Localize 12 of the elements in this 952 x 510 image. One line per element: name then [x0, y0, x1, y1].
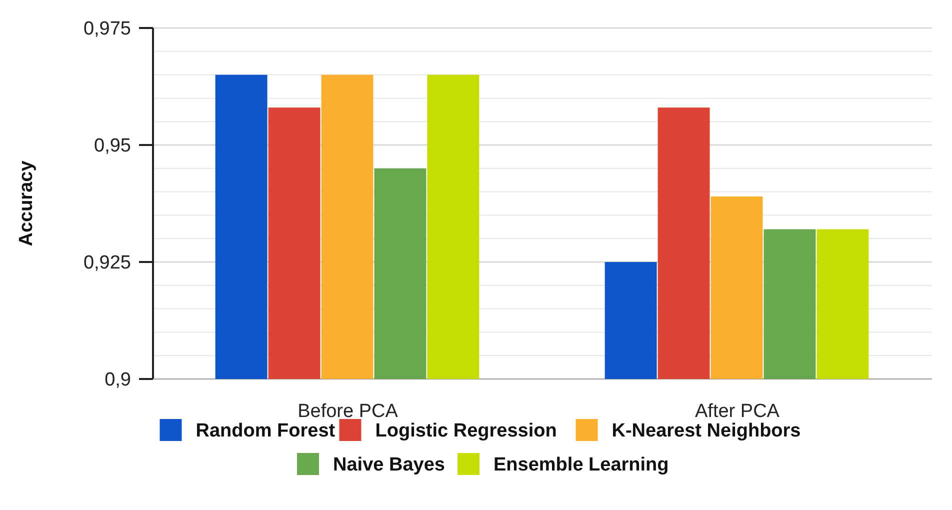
- y-axis-title: Accuracy: [16, 160, 37, 246]
- legend-label: Ensemble Learning: [494, 454, 669, 476]
- legend-label: Logistic Regression: [375, 420, 557, 442]
- y-tick-label: 0,9: [104, 370, 131, 391]
- y-tick-label: 0,975: [83, 18, 131, 40]
- x-tick-label: Before PCA: [298, 401, 398, 422]
- legend-label: Random Forest: [196, 420, 336, 442]
- legend-label: Naive Bayes: [333, 454, 445, 476]
- y-tick-label: 0,925: [83, 252, 131, 274]
- x-tick-label: After PCA: [695, 401, 780, 422]
- legend-label: K-Nearest Neighbors: [612, 420, 801, 442]
- y-tick-label: 0,95: [94, 136, 131, 157]
